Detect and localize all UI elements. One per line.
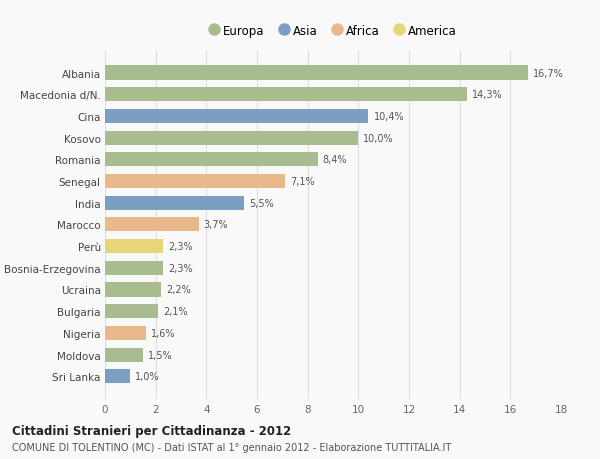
Bar [105, 369, 130, 383]
Bar [105, 131, 358, 146]
Text: 2,1%: 2,1% [163, 307, 188, 317]
Bar [105, 261, 163, 275]
Text: 7,1%: 7,1% [290, 177, 314, 187]
Text: 10,4%: 10,4% [374, 112, 404, 122]
Bar [105, 304, 158, 319]
Text: 10,0%: 10,0% [364, 133, 394, 143]
Bar [105, 326, 146, 340]
Text: 14,3%: 14,3% [472, 90, 503, 100]
Bar [105, 218, 199, 232]
Text: 16,7%: 16,7% [533, 68, 564, 78]
Bar [105, 88, 467, 102]
Text: 5,5%: 5,5% [250, 198, 274, 208]
Text: 2,2%: 2,2% [166, 285, 191, 295]
Text: 2,3%: 2,3% [169, 263, 193, 273]
Bar [105, 196, 244, 210]
Text: Cittadini Stranieri per Cittadinanza - 2012: Cittadini Stranieri per Cittadinanza - 2… [12, 425, 291, 437]
Text: 1,0%: 1,0% [136, 371, 160, 381]
Text: 1,5%: 1,5% [148, 350, 173, 360]
Text: COMUNE DI TOLENTINO (MC) - Dati ISTAT al 1° gennaio 2012 - Elaborazione TUTTITAL: COMUNE DI TOLENTINO (MC) - Dati ISTAT al… [12, 442, 451, 452]
Legend: Europa, Asia, Africa, America: Europa, Asia, Africa, America [209, 25, 457, 38]
Bar [105, 110, 368, 124]
Bar [105, 348, 143, 362]
Bar [105, 283, 161, 297]
Text: 1,6%: 1,6% [151, 328, 175, 338]
Bar [105, 174, 285, 189]
Bar [105, 240, 163, 253]
Text: 3,7%: 3,7% [204, 220, 229, 230]
Bar [105, 67, 528, 80]
Text: 8,4%: 8,4% [323, 155, 347, 165]
Bar [105, 153, 318, 167]
Text: 2,3%: 2,3% [169, 241, 193, 252]
